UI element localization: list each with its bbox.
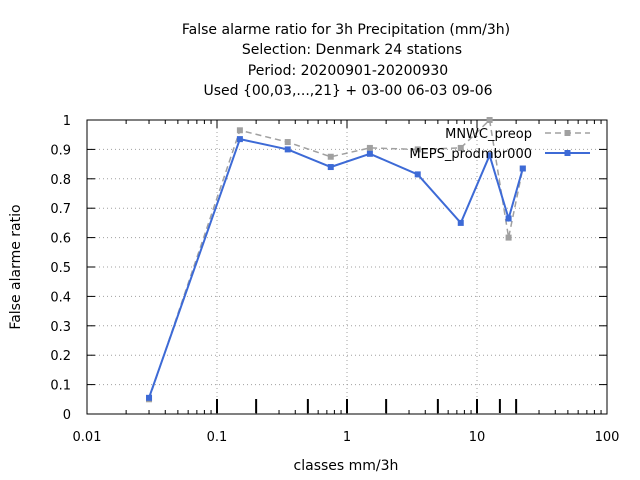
data-point-MEPS_prodmbr000-0 — [146, 394, 153, 401]
x-tick-label-2: 1 — [343, 430, 351, 445]
data-point-MEPS_prodmbr000-7 — [486, 152, 493, 159]
data-point-MEPS_prodmbr000-2 — [284, 146, 291, 153]
data-point-MEPS_prodmbr000-6 — [457, 219, 464, 226]
x-tick-label-0: 0.01 — [73, 430, 102, 445]
chart-title: False alarme ratio for 3h Precipitation … — [182, 22, 510, 99]
axes: 0 0.1 0.2 0.3 0.4 0.5 0.6 0.7 0.8 0.9 1 0.01 0.1 1 10 1… — [50, 114, 619, 445]
data-point-MEPS_prodmbr000-5 — [414, 171, 421, 178]
series-line-MEPS_prodmbr000 — [148, 137, 524, 399]
grid — [87, 120, 607, 414]
title-line-3: Period: 20200901-20200930 — [248, 63, 448, 79]
y-tick-label-0: 0 — [63, 408, 71, 423]
series-layer — [146, 117, 526, 403]
title-line-1: False alarme ratio for 3h Precipitation … — [182, 22, 510, 38]
legend-marker-MNWC_preop — [564, 130, 571, 136]
x-tick-label-1: 0.1 — [207, 430, 228, 445]
plot-border — [86, 119, 608, 415]
data-point-MNWC_preop-3 — [327, 153, 334, 160]
data-point-MNWC_preop-6 — [457, 144, 464, 151]
data-point-MNWC_preop-2 — [284, 139, 291, 146]
legend-label-MNWC_preop: MNWC_preop — [445, 127, 532, 142]
data-point-MEPS_prodmbr000-3 — [327, 164, 334, 171]
x-tick-label-3: 10 — [469, 430, 486, 445]
data-point-MNWC_preop-8 — [505, 234, 512, 241]
data-point-MEPS_prodmbr000-8 — [505, 215, 512, 222]
data-point-MNWC_preop-7 — [486, 117, 493, 123]
y-tick-label-4: 0.4 — [50, 290, 71, 305]
series-line-MNWC_preop — [148, 118, 524, 400]
y-tick-label-2: 0.2 — [50, 349, 71, 364]
y-tick-label-5: 0.5 — [50, 261, 71, 276]
data-point-MNWC_preop-1 — [236, 127, 243, 134]
data-point-MEPS_prodmbr000-9 — [519, 165, 526, 172]
title-line-2: Selection: Denmark 24 stations — [242, 42, 462, 58]
y-tick-label-9: 0.9 — [50, 143, 71, 158]
data-point-MNWC_preop-5 — [414, 146, 421, 153]
y-tick-label-6: 0.6 — [50, 232, 71, 247]
y-tick-label-3: 0.3 — [50, 320, 71, 335]
data-point-MEPS_prodmbr000-4 — [366, 150, 373, 157]
legend: MNWC_preop MEPS_prodmbr000 — [409, 127, 590, 162]
y-axis-label: False alarme ratio — [8, 204, 24, 329]
legend-label-MEPS_prodmbr000: MEPS_prodmbr000 — [409, 147, 532, 162]
y-tick-label-7: 0.7 — [50, 202, 71, 217]
title-line-4: Used {00,03,...,21} + 03-00 06-03 09-06 — [203, 83, 492, 99]
data-point-MEPS_prodmbr000-1 — [236, 136, 243, 143]
y-tick-label-1: 0.1 — [50, 379, 71, 394]
y-tick-label-8: 0.8 — [50, 173, 71, 188]
x-tick-label-4: 100 — [595, 430, 620, 445]
x-axis-label: classes mm/3h — [294, 458, 399, 474]
legend-marker-MEPS_prodmbr000 — [564, 150, 571, 156]
data-point-MNWC_preop-4 — [366, 144, 373, 151]
y-tick-label-10: 1 — [63, 114, 71, 129]
series-MEPS_prodmbr000 — [146, 136, 526, 401]
